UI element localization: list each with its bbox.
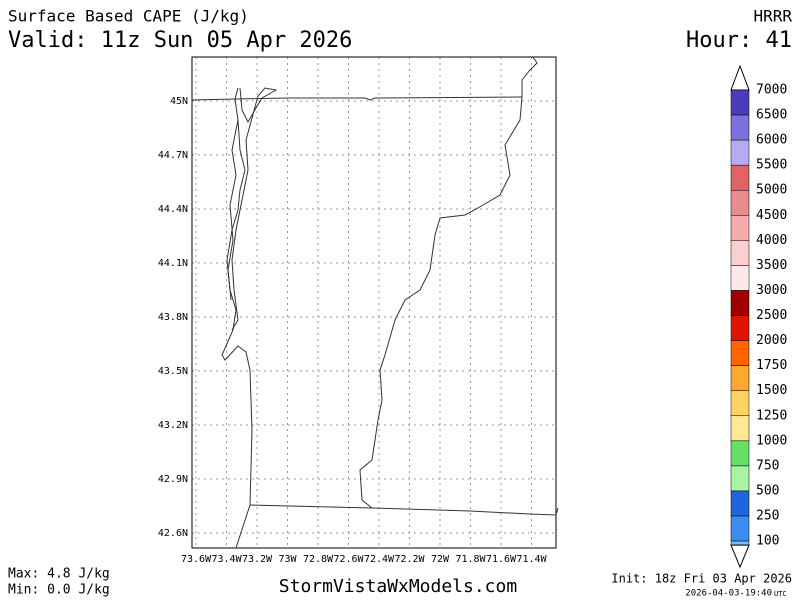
colorbar-label: 750 bbox=[756, 458, 779, 473]
colorbar-swatch bbox=[730, 540, 750, 546]
lon-label: 73.2W bbox=[242, 554, 273, 565]
colorbar-label: 3000 bbox=[756, 283, 787, 298]
border bbox=[231, 87, 278, 331]
valid-time: Valid: 11z Sun 05 Apr 2026 bbox=[8, 28, 352, 53]
border bbox=[221, 87, 253, 549]
colorbar-label: 250 bbox=[756, 509, 779, 524]
lon-label: 72W bbox=[431, 554, 450, 565]
colorbar-label: 1750 bbox=[756, 358, 787, 373]
lat-label: 44.1N bbox=[158, 258, 188, 269]
colorbar-swatch bbox=[730, 265, 750, 291]
colorbar-label: 1250 bbox=[756, 408, 787, 423]
lat-label: 43.2N bbox=[158, 420, 188, 431]
colorbar-label: 1500 bbox=[756, 383, 787, 398]
border bbox=[227, 119, 239, 301]
map-frame bbox=[191, 56, 557, 549]
colorbar-arrow bbox=[730, 544, 750, 569]
grid bbox=[192, 57, 556, 548]
min-value: Min: 0.0 J/kg bbox=[8, 583, 110, 598]
colorbar-arrow bbox=[730, 64, 750, 91]
colorbar-swatch bbox=[730, 490, 750, 517]
timestamp: 2026-04-03-19:40 bbox=[685, 589, 772, 599]
colorbar-swatch bbox=[730, 164, 750, 191]
model: HRRR bbox=[753, 7, 792, 26]
lon-label: 71.8W bbox=[455, 554, 486, 565]
colorbar-label: 100 bbox=[756, 534, 779, 549]
title: Surface Based CAPE (J/kg) bbox=[8, 7, 249, 26]
colorbar-label: 5000 bbox=[756, 183, 787, 198]
forecast-hour: Hour: 41 bbox=[686, 28, 792, 53]
lon-labels: 73.6W 73.4W 73.2W 73W 72.8W 72.6W 72.4W 72.2W 72… bbox=[181, 554, 548, 565]
colorbar-label: 4500 bbox=[756, 208, 787, 223]
site: StormVistaWxModels.com bbox=[279, 576, 517, 597]
lon-label: 73.4W bbox=[211, 554, 242, 565]
colorbar-label: 1000 bbox=[756, 433, 787, 448]
colorbar-label: 4000 bbox=[756, 233, 787, 248]
colorbar-swatch bbox=[730, 440, 750, 467]
colorbar-swatch bbox=[730, 139, 750, 166]
colorbar-label: 2000 bbox=[756, 333, 787, 348]
max-value: Max: 4.8 J/kg bbox=[8, 567, 110, 582]
lon-label: 71.6W bbox=[486, 554, 517, 565]
colorbar: 7000 6500 6000 5500 5000 4500 4000 3500 3000 2500… bbox=[730, 64, 787, 569]
lat-label: 43.8N bbox=[158, 312, 188, 323]
colorbar-swatch bbox=[730, 189, 750, 216]
lon-label: 71.4W bbox=[516, 554, 547, 565]
lon-label: 72.4W bbox=[364, 554, 395, 565]
lat-label: 43.5N bbox=[158, 366, 188, 377]
colorbar-swatch bbox=[730, 240, 750, 266]
timezone: UTC bbox=[774, 590, 787, 598]
lon-label: 73W bbox=[278, 554, 297, 565]
lon-label: 73.6W bbox=[181, 554, 212, 565]
border bbox=[249, 504, 559, 516]
colorbar-swatch bbox=[730, 290, 750, 316]
lat-labels: 45N 44.7N 44.4N 44.1N 43.8N 43.5N 43.2N 42.9N 42… bbox=[158, 96, 188, 539]
border bbox=[359, 56, 538, 509]
colorbar-swatch bbox=[730, 315, 750, 341]
colorbar-label: 2500 bbox=[756, 308, 787, 323]
lat-label: 42.6N bbox=[158, 528, 188, 539]
colorbar-swatch bbox=[730, 89, 750, 116]
colorbar-label: 6000 bbox=[756, 133, 787, 148]
colorbar-label: 6500 bbox=[756, 108, 787, 123]
colorbar-swatch bbox=[730, 340, 750, 366]
colorbar-swatch bbox=[730, 390, 750, 417]
lon-label: 72.2W bbox=[394, 554, 425, 565]
colorbar-label: 7000 bbox=[756, 83, 787, 98]
init-time: Init: 18z Fri 03 Apr 2026 bbox=[611, 572, 792, 586]
lat-label: 45N bbox=[170, 96, 188, 107]
colorbar-swatch bbox=[730, 465, 750, 492]
colorbar-label: 500 bbox=[756, 483, 779, 498]
colorbar-swatch bbox=[730, 515, 750, 542]
colorbar-swatch bbox=[730, 415, 750, 442]
colorbar-swatch bbox=[730, 114, 750, 141]
colorbar-label: 5500 bbox=[756, 158, 787, 173]
lat-label: 44.4N bbox=[158, 204, 188, 215]
lat-label: 42.9N bbox=[158, 474, 188, 485]
colorbar-label: 3500 bbox=[756, 258, 787, 273]
borders bbox=[191, 56, 559, 549]
colorbar-swatch bbox=[730, 365, 750, 391]
colorbar-swatch bbox=[730, 215, 750, 241]
lon-label: 72.8W bbox=[303, 554, 334, 565]
lon-label: 72.6W bbox=[333, 554, 364, 565]
lat-label: 44.7N bbox=[158, 150, 188, 161]
